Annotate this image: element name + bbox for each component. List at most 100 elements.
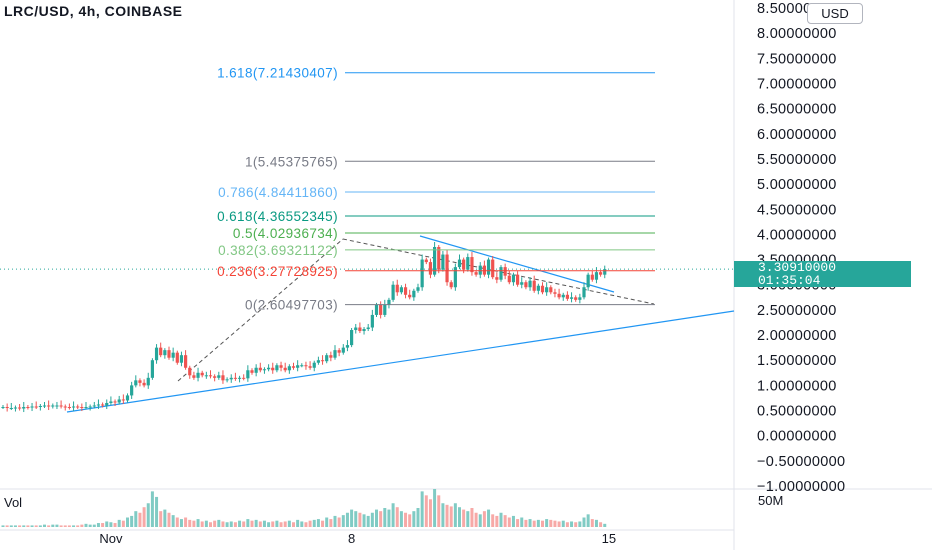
candle-body	[275, 365, 279, 371]
candle-body	[462, 259, 466, 270]
candle-body	[528, 280, 532, 288]
volume-bar	[511, 515, 515, 527]
candle-body	[333, 350, 337, 358]
volume-bar	[296, 519, 300, 527]
volume-bar	[404, 512, 408, 527]
volume-bar	[520, 517, 524, 527]
volume-bar	[225, 522, 229, 527]
candle-body	[175, 352, 179, 363]
price-tick: 7.50000000	[757, 51, 837, 67]
volume-bar	[80, 524, 84, 527]
volume-bar	[9, 525, 13, 527]
symbol-title: LRC/USD, 4h, COINBASE	[4, 3, 183, 19]
volume-bar	[275, 520, 279, 527]
volume-bar	[370, 512, 374, 527]
support-trendline	[66, 310, 735, 413]
candle-body	[383, 304, 387, 315]
volume-bar	[478, 514, 482, 527]
volume-bar	[578, 521, 582, 527]
volume-bar	[34, 525, 38, 527]
time-axis[interactable]: Nov 8 15	[99, 531, 616, 546]
candle-body	[271, 367, 275, 371]
time-tick: 8	[348, 531, 355, 546]
candle-body	[329, 355, 333, 358]
candle-body	[499, 267, 503, 280]
volume-bar	[26, 525, 30, 527]
volume-bar	[391, 503, 395, 527]
currency-button[interactable]: USD	[807, 3, 863, 24]
volume-bar	[599, 522, 603, 527]
candle-body	[242, 377, 246, 379]
candle-body	[578, 297, 582, 300]
candle-body	[395, 284, 399, 293]
candle-body	[134, 380, 138, 386]
volume-bar	[51, 524, 55, 527]
volume-bar	[72, 525, 76, 527]
volume-bar	[495, 515, 499, 527]
volume-bar	[271, 521, 275, 527]
fib-level-label: 0.382(3.69321122)	[218, 243, 338, 258]
candle-body	[18, 407, 22, 409]
volume-bar	[424, 495, 428, 527]
candle-body	[138, 380, 142, 383]
candle-body	[320, 360, 325, 362]
volume-bar	[221, 521, 225, 527]
candle-body	[26, 407, 30, 409]
volume-bar	[30, 525, 34, 527]
candle-body	[370, 314, 374, 328]
volume-bar	[528, 519, 532, 527]
candle-body	[312, 362, 316, 368]
volume-bar	[458, 507, 461, 527]
candle-body	[441, 254, 445, 270]
candle-body	[345, 345, 350, 348]
volume-bar	[150, 491, 154, 527]
candle-body	[449, 282, 453, 288]
candle-body	[92, 405, 96, 407]
candle-body	[291, 366, 296, 368]
price-tick: 1.50000000	[757, 353, 837, 369]
volume-bar	[416, 508, 420, 527]
volume-bar	[67, 525, 71, 527]
candle-body	[267, 367, 271, 370]
candle-body	[482, 265, 486, 275]
candle-body	[516, 274, 520, 285]
candle-body	[300, 365, 304, 367]
candle-body	[557, 293, 561, 298]
volume-bar	[541, 520, 544, 527]
volume-bar	[5, 525, 9, 527]
volume-bar	[126, 517, 129, 527]
volume-bar	[428, 499, 432, 527]
candle-body	[5, 407, 9, 409]
volume-bar	[134, 511, 138, 527]
candle-body	[254, 367, 258, 373]
candle-body	[117, 399, 121, 403]
volume-bar	[130, 515, 134, 527]
candle-body	[457, 259, 462, 268]
volume-bar	[18, 525, 22, 527]
volume-bar	[345, 512, 349, 527]
volume-bar	[375, 509, 378, 527]
volume-bar	[366, 515, 370, 527]
price-tick: 5.50000000	[757, 152, 837, 168]
volume-bar	[229, 521, 233, 527]
candle-body	[159, 347, 163, 356]
volume-bar	[453, 503, 457, 527]
candle-body	[200, 372, 204, 376]
candle-body	[80, 407, 84, 409]
volume-bar	[557, 521, 561, 527]
fib-level-label: 0.236(3.27728925)	[217, 264, 338, 279]
volume-bar	[109, 522, 113, 527]
fibonacci-retracement[interactable]: 1.618(7.21430407) 1(5.45375765) 0.786(4.84…	[217, 66, 655, 313]
candle-body	[491, 259, 495, 278]
candle-body	[536, 285, 540, 291]
volume-bar	[184, 517, 188, 527]
candle-body	[184, 355, 188, 368]
price-axis[interactable]: 8.500000008.000000007.500000007.00000000…	[757, 1, 845, 495]
candle-body	[341, 347, 345, 353]
candle-body	[192, 375, 196, 378]
fib-level-label: 0.618(4.36552345)	[217, 209, 338, 224]
volume-bar	[553, 520, 557, 527]
candle-body	[412, 290, 416, 298]
fib-anchor-line-1	[177, 238, 344, 382]
